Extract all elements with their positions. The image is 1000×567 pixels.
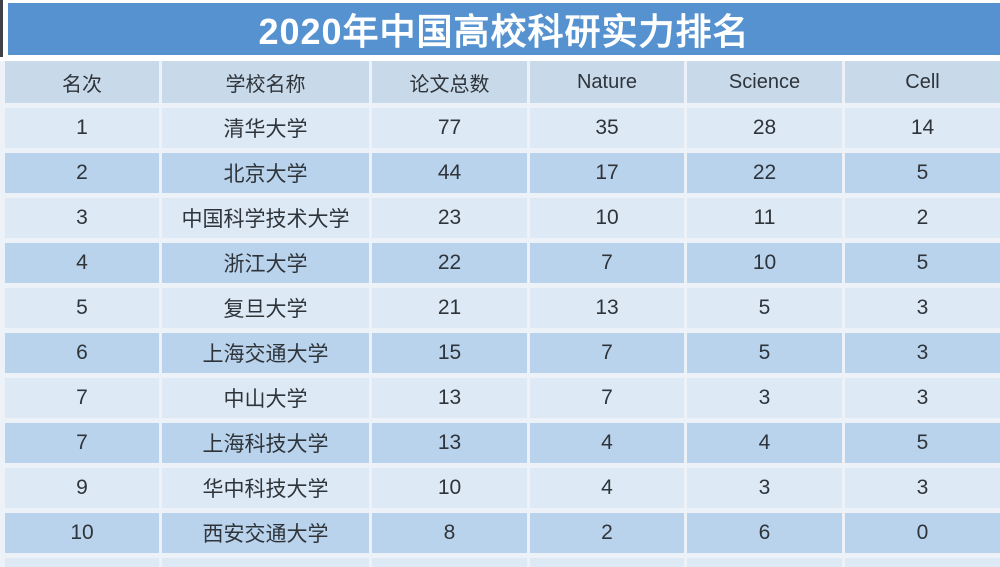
cell-rank: 9 [5,468,159,508]
cell-total-papers: 77 [372,108,527,148]
cell-science: 3 [687,468,842,508]
table-row: 10 西安交通大学 8 2 6 0 [5,513,1000,553]
cell-rank: 6 [5,333,159,373]
cell-total-papers: 10 [372,468,527,508]
cell-nature: 7 [530,333,684,373]
column-header-school: 学校名称 [162,61,369,103]
cell-science: 6 [687,513,842,553]
cell-cell: 3 [845,288,1000,328]
cell-nature: 7 [530,378,684,418]
partial-row [5,558,1000,567]
cell-total-papers: 15 [372,333,527,373]
table-header-row: 名次 学校名称 论文总数 Nature Science Cell [5,61,1000,103]
cell-cell: 2 [845,198,1000,238]
cell-nature: 2 [530,513,684,553]
cell-total-papers: 23 [372,198,527,238]
cell-school: 清华大学 [162,108,369,148]
cell-cell: 14 [845,108,1000,148]
cell-rank: 7 [5,378,159,418]
cell-rank: 4 [5,243,159,283]
column-header-science: Science [687,61,842,103]
cell-science: 28 [687,108,842,148]
cell-total-papers: 44 [372,153,527,193]
cell-nature: 4 [530,423,684,463]
column-header-rank: 名次 [5,61,159,103]
column-header-total-papers: 论文总数 [372,61,527,103]
cell-rank: 7 [5,423,159,463]
cell-cell: 5 [845,153,1000,193]
table-row: 6 上海交通大学 15 7 5 3 [5,333,1000,373]
table-row: 4 浙江大学 22 7 10 5 [5,243,1000,283]
cell-science: 22 [687,153,842,193]
cell-science: 10 [687,243,842,283]
cell-school: 北京大学 [162,153,369,193]
cell-cell: 5 [845,423,1000,463]
cell-cell: 3 [845,468,1000,508]
cell-school: 复旦大学 [162,288,369,328]
cell-total-papers: 13 [372,423,527,463]
cell-science: 11 [687,198,842,238]
cell-rank: 1 [5,108,159,148]
cell-rank: 10 [5,513,159,553]
cell-nature: 17 [530,153,684,193]
table-row: 7 上海科技大学 13 4 4 5 [5,423,1000,463]
page-title: 2020年中国高校科研实力排名 [258,11,750,52]
cell-cell: 0 [845,513,1000,553]
cell-school: 中山大学 [162,378,369,418]
cell-nature: 35 [530,108,684,148]
cell-science: 5 [687,288,842,328]
screen-edge-strip [0,0,3,57]
cell-nature: 4 [530,468,684,508]
cell-nature: 13 [530,288,684,328]
ranking-table: 名次 学校名称 论文总数 Nature Science Cell 1 清华大学 77… [0,61,1000,567]
table-row: 2 北京大学 44 17 22 5 [5,153,1000,193]
cell-school: 浙江大学 [162,243,369,283]
cell-school: 西安交通大学 [162,513,369,553]
table-row: 3 中国科学技术大学 23 10 11 2 [5,198,1000,238]
cell-total-papers: 22 [372,243,527,283]
cell-rank: 5 [5,288,159,328]
table-row: 5 复旦大学 21 13 5 3 [5,288,1000,328]
cell-cell: 3 [845,333,1000,373]
cell-cell: 3 [845,378,1000,418]
table-row: 9 华中科技大学 10 4 3 3 [5,468,1000,508]
title-banner: 2020年中国高校科研实力排名 [8,3,1000,55]
table-row: 7 中山大学 13 7 3 3 [5,378,1000,418]
cell-school: 华中科技大学 [162,468,369,508]
cell-total-papers: 13 [372,378,527,418]
cell-school: 上海科技大学 [162,423,369,463]
cell-science: 5 [687,333,842,373]
cell-science: 3 [687,378,842,418]
cell-school: 中国科学技术大学 [162,198,369,238]
cell-school: 上海交通大学 [162,333,369,373]
column-header-nature: Nature [530,61,684,103]
cell-nature: 7 [530,243,684,283]
cell-science: 4 [687,423,842,463]
column-header-cell: Cell [845,61,1000,103]
table-row: 1 清华大学 77 35 28 14 [5,108,1000,148]
table-body: 1 清华大学 77 35 28 14 2 北京大学 44 17 22 5 3 中国科学技术大学 23 10 11… [5,108,1000,553]
cell-rank: 3 [5,198,159,238]
cell-cell: 5 [845,243,1000,283]
cell-rank: 2 [5,153,159,193]
cell-nature: 10 [530,198,684,238]
cell-total-papers: 8 [372,513,527,553]
cell-total-papers: 21 [372,288,527,328]
